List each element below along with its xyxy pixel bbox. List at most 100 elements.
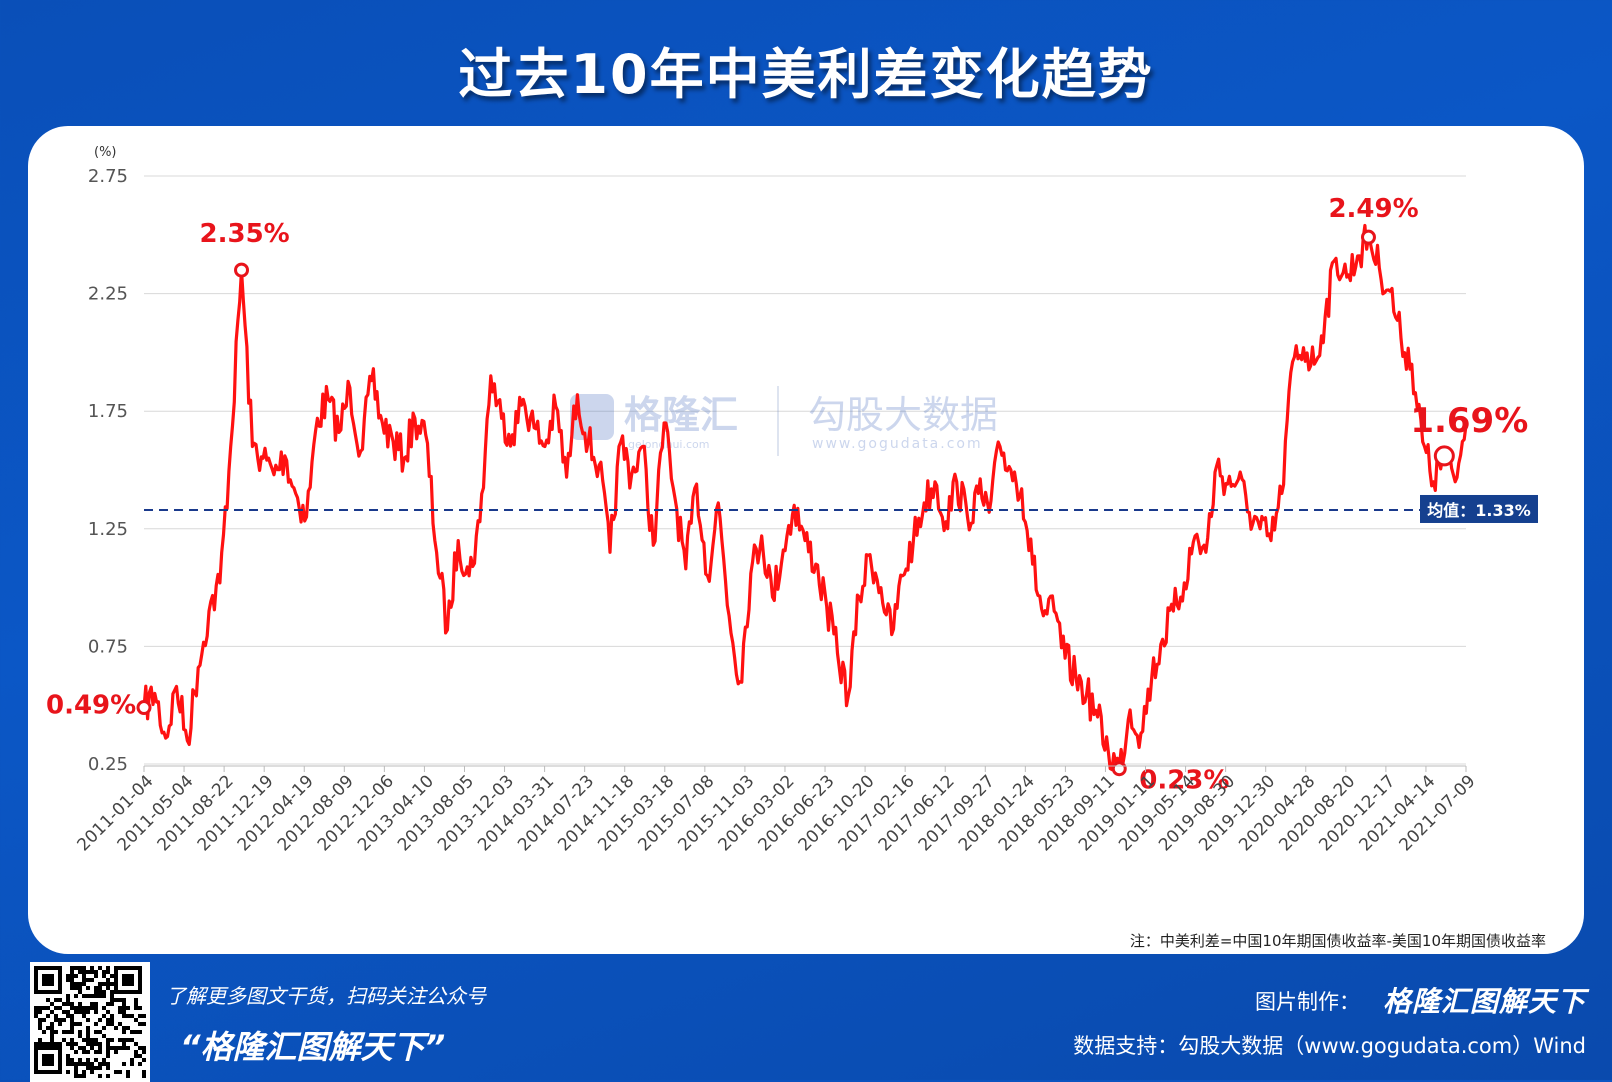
- qr-module: [70, 1026, 74, 1030]
- qr-module: [142, 1022, 146, 1026]
- qr-module: [66, 994, 70, 998]
- qr-module: [86, 1034, 90, 1038]
- qr-module: [86, 978, 90, 982]
- maker-brand: 格隆汇图解天下: [1382, 985, 1586, 1018]
- qr-module: [94, 1010, 98, 1014]
- qr-module: [54, 1018, 58, 1022]
- qr-module: [138, 1022, 142, 1026]
- qr-module: [106, 1018, 110, 1022]
- qr-module: [94, 990, 98, 994]
- qr-module: [82, 1006, 86, 1010]
- qr-module: [82, 1010, 86, 1014]
- qr-module: [82, 970, 86, 974]
- qr-module: [114, 1046, 118, 1050]
- qr-module: [86, 1066, 90, 1070]
- qr-module: [50, 1042, 54, 1046]
- qr-module: [66, 1002, 70, 1006]
- qr-module: [130, 1030, 134, 1034]
- qr-module: [78, 1002, 82, 1006]
- qr-module: [114, 998, 118, 1002]
- qr-module: [38, 1026, 42, 1030]
- qr-module: [62, 1010, 66, 1014]
- y-tick-label: 0.75: [88, 636, 128, 657]
- qr-module: [98, 986, 102, 990]
- qr-module: [78, 990, 82, 994]
- qr-module: [58, 1018, 62, 1022]
- y-axis-unit: (%): [94, 145, 117, 160]
- qr-module: [86, 1058, 90, 1062]
- qr-module: [86, 1050, 90, 1054]
- qr-module: [122, 1046, 126, 1050]
- qr-module: [54, 998, 58, 1002]
- qr-module: [70, 986, 74, 990]
- qr-module: [126, 1074, 130, 1078]
- qr-module: [70, 1002, 74, 1006]
- qr-module: [98, 994, 102, 998]
- qr-module: [110, 1038, 114, 1042]
- qr-module: [70, 1014, 74, 1018]
- qr-module: [66, 974, 70, 978]
- qr-code[interactable]: [30, 962, 150, 1082]
- qr-module: [74, 1006, 78, 1010]
- annotation-marker: [1111, 761, 1127, 777]
- qr-module: [94, 974, 98, 978]
- qr-module: [70, 1042, 74, 1046]
- qr-module: [94, 1006, 98, 1010]
- qr-module: [138, 1062, 142, 1066]
- qr-module: [110, 998, 114, 1002]
- qr-module: [86, 994, 90, 998]
- qr-module: [110, 974, 114, 978]
- qr-module: [114, 1026, 118, 1030]
- qr-module: [34, 1014, 38, 1018]
- qr-module: [90, 994, 94, 998]
- qr-module: [90, 1062, 94, 1066]
- qr-module: [78, 970, 82, 974]
- qr-module: [106, 982, 110, 986]
- qr-module: [46, 1014, 50, 1018]
- qr-module: [66, 1054, 70, 1058]
- qr-module: [86, 1030, 90, 1034]
- qr-module: [74, 986, 78, 990]
- qr-module: [46, 1006, 50, 1010]
- qr-module: [102, 1026, 106, 1030]
- qr-module: [122, 1026, 126, 1030]
- qr-module: [106, 978, 110, 982]
- qr-module: [50, 1030, 54, 1034]
- qr-module: [142, 1070, 146, 1074]
- qr-module: [42, 1018, 46, 1022]
- qr-module: [134, 1018, 138, 1022]
- qr-module: [78, 1062, 82, 1066]
- qr-module: [70, 1022, 74, 1026]
- qr-module: [78, 1058, 82, 1062]
- annotation-marker: [136, 700, 152, 716]
- qr-module: [70, 982, 74, 986]
- qr-module: [78, 966, 82, 970]
- qr-module: [98, 1018, 102, 1022]
- qr-module: [42, 1042, 46, 1046]
- qr-module: [110, 1022, 114, 1026]
- qr-module: [106, 966, 110, 970]
- qr-module: [94, 994, 98, 998]
- qr-module: [142, 1014, 146, 1018]
- qr-module: [70, 1038, 74, 1042]
- promo-name: “格隆汇图解天下”: [180, 1028, 446, 1066]
- qr-module: [102, 994, 106, 998]
- qr-module: [86, 1010, 90, 1014]
- qr-module: [70, 1058, 74, 1062]
- qr-module: [78, 1010, 82, 1014]
- annotation-label: 0.49%: [46, 691, 136, 721]
- chart-note: 注：中美利差=中国10年期国债收益率-美国10年期国债收益率: [1129, 932, 1546, 950]
- qr-module: [38, 1006, 42, 1010]
- qr-module: [82, 1062, 86, 1066]
- qr-module: [94, 1038, 98, 1042]
- qr-module: [70, 1046, 74, 1050]
- annotation-label: 0.23%: [1139, 766, 1229, 796]
- qr-module: [66, 998, 70, 1002]
- qr-module: [90, 1006, 94, 1010]
- qr-module: [90, 1042, 94, 1046]
- qr-module: [62, 1018, 66, 1022]
- qr-module: [138, 1006, 142, 1010]
- qr-module: [82, 994, 86, 998]
- qr-module: [82, 978, 86, 982]
- qr-module: [90, 1070, 94, 1074]
